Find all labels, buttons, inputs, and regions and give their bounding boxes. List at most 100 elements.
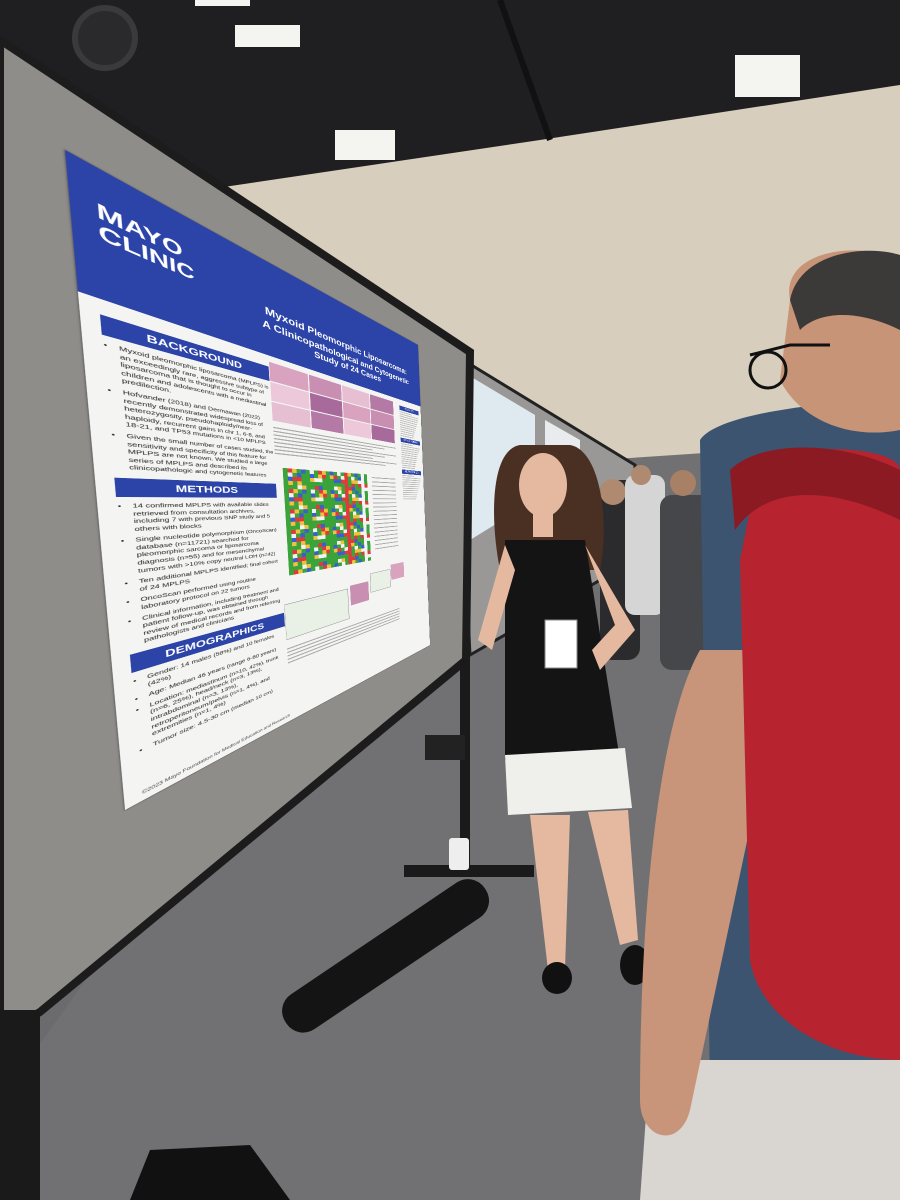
heatmap-cell <box>286 534 292 539</box>
heatmap-cell <box>346 518 351 523</box>
heatmap-cell <box>348 497 353 502</box>
heatmap-cell <box>317 470 322 475</box>
heatmap-cell <box>292 557 298 563</box>
heatmap-cell <box>366 534 370 538</box>
heatmap-cell <box>297 493 303 498</box>
heatmap-cell <box>320 516 325 521</box>
heatmap-cell <box>341 551 345 556</box>
heatmap-cell <box>322 482 327 487</box>
heatmap-cell <box>321 470 326 475</box>
heatmap-cell <box>307 505 312 510</box>
heatmap-cell <box>288 480 293 486</box>
heatmap-cell <box>301 477 307 482</box>
heatmap-cell <box>294 509 300 514</box>
heatmap-cell <box>305 469 310 474</box>
heatmap-cell <box>354 535 358 540</box>
heatmap-cell <box>291 537 297 543</box>
heatmap-cell <box>318 474 323 479</box>
poster-tube <box>282 879 490 1033</box>
heatmap-cell <box>343 529 348 534</box>
heatmap-cell <box>360 538 365 542</box>
heatmap-cell <box>323 508 328 513</box>
text-line <box>402 492 418 494</box>
heatmap-cell <box>306 563 312 569</box>
heatmap-cell <box>334 486 338 491</box>
heatmap-cell <box>314 550 319 556</box>
heatmap-cell <box>327 508 332 513</box>
heatmap-cell <box>354 549 359 553</box>
heatmap-cell <box>326 556 331 562</box>
heatmap-cell <box>302 568 308 573</box>
heatmap-cell <box>308 520 313 525</box>
heatmap-cell <box>365 511 369 515</box>
heatmap-cell <box>287 468 293 473</box>
heatmap-cell <box>362 514 366 518</box>
heatmap-cell <box>283 488 289 494</box>
text-line <box>403 496 417 498</box>
heatmap-cell <box>337 475 341 480</box>
heatmap-cell <box>345 504 350 509</box>
board-post <box>0 1010 40 1200</box>
text-lines <box>402 474 422 500</box>
heatmap-cell <box>356 511 360 515</box>
heatmap-cell <box>294 513 300 518</box>
ceiling-light <box>235 25 300 47</box>
heatmap-cell <box>351 480 355 484</box>
heatmap-cell <box>282 472 288 477</box>
ceiling <box>0 0 900 195</box>
heatmap-cell <box>352 504 356 509</box>
heatmap-cell <box>302 560 307 566</box>
heatmap-cell <box>290 521 296 526</box>
heatmap-cell <box>283 476 289 481</box>
heatmap-cell <box>364 497 369 502</box>
heatmap-cell <box>355 501 360 505</box>
heatmap-cell <box>297 553 302 558</box>
heatmap-cell <box>291 533 297 539</box>
heatmap-cell <box>333 479 338 484</box>
caption-line <box>373 506 397 508</box>
heatmap-cell <box>355 555 359 560</box>
heatmap-cell <box>332 523 337 527</box>
heatmap-cell <box>326 490 331 494</box>
heatmap-cell <box>338 501 343 505</box>
heatmap-cell <box>308 516 313 521</box>
text-lines <box>399 411 419 440</box>
heatmap-cell <box>363 474 368 478</box>
caption-line <box>372 494 397 496</box>
heatmap-cell <box>330 490 335 494</box>
heatmap-cell <box>313 535 318 541</box>
heatmap-cell <box>355 494 359 498</box>
heatmap-cell <box>296 468 302 474</box>
heatmap-cell <box>344 479 349 484</box>
heatmap-cell <box>354 545 359 550</box>
heatmap-cell <box>306 555 311 561</box>
heatmap-cell <box>343 532 348 537</box>
heatmap-cell <box>343 522 347 527</box>
heatmap-cell <box>298 497 303 502</box>
heatmap-cell <box>349 515 354 519</box>
caption-line <box>373 521 398 525</box>
heatmap-cell <box>318 482 323 487</box>
heatmap-cell <box>357 483 362 488</box>
heatmap-cell <box>365 514 369 518</box>
heatmap-cell <box>323 493 328 498</box>
heatmap-cell <box>295 525 301 530</box>
heatmap-cell <box>356 521 361 526</box>
text-lines <box>400 443 421 470</box>
heatmap-cell <box>349 504 353 509</box>
heatmap-cell <box>310 555 315 560</box>
heatmap-cell <box>292 476 298 482</box>
heatmap-cell <box>292 468 297 474</box>
heatmap-cell <box>358 494 362 498</box>
heatmap-cell <box>366 537 371 542</box>
heatmap-cell <box>292 553 298 559</box>
heatmap-cell <box>345 501 350 505</box>
heatmap-cell <box>342 504 346 509</box>
heatmap-cell <box>361 497 366 502</box>
heatmap-cell <box>342 501 346 505</box>
heatmap-cell <box>357 480 362 485</box>
heatmap-cell <box>284 497 290 502</box>
heatmap-cell <box>301 473 306 478</box>
heatmap-cell <box>314 481 319 486</box>
heatmap-cell <box>360 531 364 536</box>
